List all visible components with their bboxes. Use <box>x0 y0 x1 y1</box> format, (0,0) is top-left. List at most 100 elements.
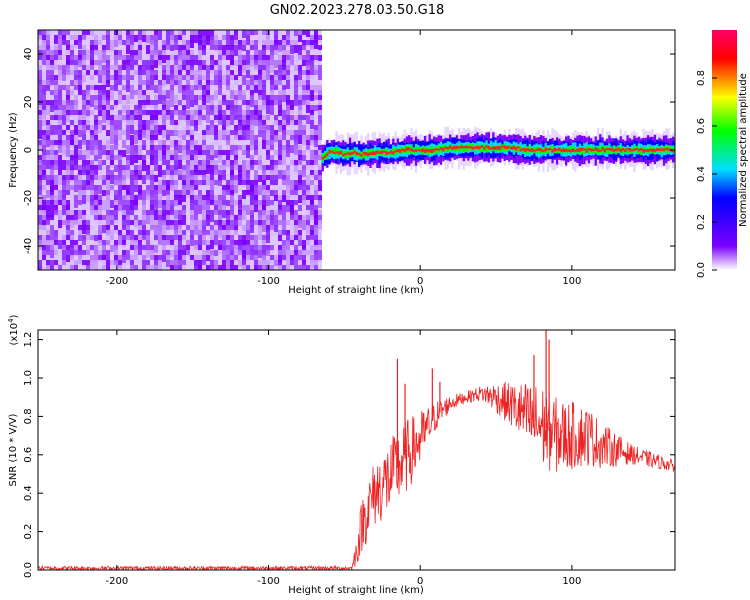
noise-cell <box>70 100 74 109</box>
noise-cell <box>130 105 134 114</box>
noise-cell <box>62 40 66 45</box>
noise-cell <box>146 190 150 197</box>
ridge-cell-5 <box>576 148 579 152</box>
noise-cell <box>302 250 306 259</box>
noise-cell <box>318 80 322 89</box>
noise-cell <box>86 230 90 235</box>
noise-cell <box>246 140 250 145</box>
noise-cell <box>266 235 270 243</box>
noise-cell <box>182 120 186 125</box>
noise-cell <box>90 210 94 218</box>
noise-cell <box>254 240 258 247</box>
noise-cell <box>166 160 170 169</box>
noise-cell <box>62 45 66 51</box>
noise-cell <box>118 75 122 85</box>
noise-cell <box>290 180 294 190</box>
noise-cell <box>182 110 186 116</box>
snr-plot-area <box>38 330 675 570</box>
noise-cell <box>218 125 222 134</box>
noise-cell <box>274 255 278 260</box>
noise-cell <box>274 110 278 118</box>
noise-cell <box>46 45 50 50</box>
noise-cell <box>282 50 286 57</box>
noise-cell <box>94 55 98 62</box>
noise-cell <box>170 130 174 136</box>
noise-cell <box>134 205 138 212</box>
noise-cell <box>254 35 258 40</box>
noise-cell <box>122 40 126 45</box>
noise-cell <box>302 110 306 118</box>
noise-cell <box>274 145 278 154</box>
noise-cell <box>94 200 98 205</box>
noise-cell <box>186 170 190 178</box>
noise-cell <box>42 55 46 60</box>
noise-cell <box>50 140 54 146</box>
noise-cell <box>50 70 54 75</box>
ridge-cell-5 <box>496 145 500 150</box>
noise-cell <box>282 165 286 174</box>
noise-cell <box>270 85 274 93</box>
noise-cell <box>94 155 98 161</box>
noise-cell <box>66 30 70 38</box>
noise-cell <box>178 260 182 268</box>
ridge-cell-5 <box>323 155 327 158</box>
noise-cell <box>250 210 254 217</box>
noise-cell <box>198 245 202 250</box>
noise-cell <box>314 185 318 193</box>
noise-cell <box>46 140 50 147</box>
noise-cell <box>130 230 134 239</box>
noise-cell <box>254 70 258 76</box>
noise-cell <box>222 190 226 195</box>
noise-cell <box>70 175 74 183</box>
noise-cell <box>246 160 250 168</box>
noise-cell <box>98 225 102 234</box>
noise-cell <box>90 100 94 107</box>
noise-cell <box>146 195 150 203</box>
noise-cell <box>82 70 86 79</box>
ridge-cell-4 <box>480 144 484 152</box>
noise-cell <box>314 205 318 213</box>
noise-cell <box>170 140 174 147</box>
noise-cell <box>242 55 246 60</box>
noise-cell <box>54 250 58 258</box>
noise-cell <box>126 35 130 43</box>
noise-cell <box>70 125 74 134</box>
noise-cell <box>134 145 138 153</box>
noise-cell <box>298 150 302 156</box>
noise-cell <box>82 110 86 118</box>
noise-cell <box>118 250 122 255</box>
noise-cell <box>242 105 246 113</box>
noise-cell <box>82 210 86 215</box>
noise-cell <box>310 225 314 234</box>
noise-cell <box>282 60 286 66</box>
ridge-cell-5 <box>637 149 641 152</box>
noise-cell <box>178 60 182 67</box>
noise-cell <box>210 100 214 109</box>
noise-cell <box>194 35 198 43</box>
noise-cell <box>226 65 230 71</box>
noise-cell <box>138 160 142 165</box>
noise-cell <box>238 65 242 71</box>
noise-cell <box>46 160 50 169</box>
noise-cell <box>178 85 182 93</box>
noise-cell <box>110 175 114 184</box>
noise-cell <box>262 105 266 112</box>
noise-cell <box>298 230 302 236</box>
noise-cell <box>138 140 142 148</box>
noise-cell <box>122 85 126 94</box>
noise-cell <box>214 210 218 215</box>
noise-cell <box>202 45 206 51</box>
noise-cell <box>90 165 94 173</box>
noise-cell <box>174 180 178 185</box>
noise-cell <box>50 125 54 130</box>
noise-cell <box>250 255 254 261</box>
noise-cell <box>202 155 206 160</box>
noise-cell <box>178 50 182 58</box>
noise-cell <box>206 200 210 209</box>
noise-cell <box>290 65 294 70</box>
snr-frame <box>37 329 676 571</box>
noise-cell <box>214 165 218 173</box>
noise-cell <box>142 175 146 184</box>
noise-cell <box>126 145 130 154</box>
noise-cell <box>82 170 86 175</box>
